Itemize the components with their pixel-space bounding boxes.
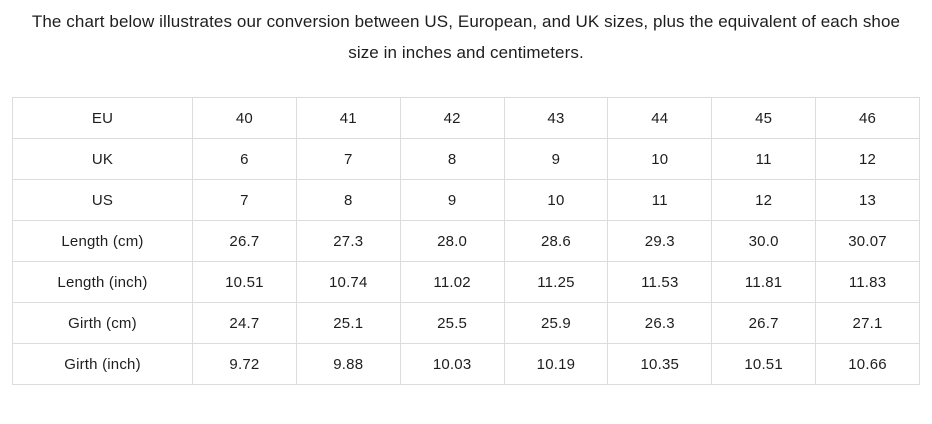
table-cell: 10.51 (192, 261, 297, 303)
table-cell: 28.0 (399, 220, 505, 262)
row-label: EU (12, 97, 193, 139)
table-row: Length (inch) 10.51 10.74 11.02 11.25 11.53 11… (12, 261, 920, 303)
table-cell: 27.1 (815, 302, 920, 344)
table-cell: 10.74 (295, 261, 401, 303)
table-cell: 41 (295, 97, 401, 139)
table-cell: 7 (295, 138, 401, 180)
table-cell: 25.1 (295, 302, 401, 344)
table-cell: 45 (711, 97, 817, 139)
table-cell: 9.88 (295, 343, 401, 385)
table-cell: 10.51 (711, 343, 817, 385)
table-cell: 46 (815, 97, 920, 139)
table-cell: 26.3 (607, 302, 713, 344)
table-cell: 26.7 (711, 302, 817, 344)
table-row: UK 6 7 8 9 10 11 12 (12, 138, 920, 180)
table-cell: 12 (711, 179, 817, 221)
table-cell: 30.0 (711, 220, 817, 262)
table-cell: 43 (503, 97, 609, 139)
row-label: Length (cm) (12, 220, 193, 262)
table-cell: 26.7 (192, 220, 297, 262)
size-conversion-table: EU 40 41 42 43 44 45 46 UK 6 7 8 9 10 11 12 US 7 8 9 10 11 12 1… (12, 97, 920, 385)
row-label: UK (12, 138, 193, 180)
size-table-body: EU 40 41 42 43 44 45 46 UK 6 7 8 9 10 11 12 US 7 8 9 10 11 12 1… (12, 97, 920, 385)
table-cell: 10.19 (503, 343, 609, 385)
table-cell: 25.5 (399, 302, 505, 344)
table-cell: 11 (607, 179, 713, 221)
table-cell: 10.35 (607, 343, 713, 385)
page-title: The chart below illustrates our conversi… (31, 12, 901, 62)
row-label: US (12, 179, 193, 221)
table-cell: 7 (192, 179, 297, 221)
table-cell: 10.66 (815, 343, 920, 385)
table-cell: 11.83 (815, 261, 920, 303)
table-cell: 9.72 (192, 343, 297, 385)
table-cell: 12 (815, 138, 920, 180)
table-cell: 30.07 (815, 220, 920, 262)
table-row: EU 40 41 42 43 44 45 46 (12, 97, 920, 139)
table-cell: 8 (295, 179, 401, 221)
table-cell: 44 (607, 97, 713, 139)
table-cell: 29.3 (607, 220, 713, 262)
table-cell: 25.9 (503, 302, 609, 344)
table-cell: 11.25 (503, 261, 609, 303)
row-label: Length (inch) (12, 261, 193, 303)
table-row: Girth (inch) 9.72 9.88 10.03 10.19 10.35 10.51… (12, 343, 920, 385)
table-cell: 27.3 (295, 220, 401, 262)
table-cell: 10.03 (399, 343, 505, 385)
table-cell: 10 (503, 179, 609, 221)
table-cell: 42 (399, 97, 505, 139)
table-cell: 11.81 (711, 261, 817, 303)
table-cell: 40 (192, 97, 297, 139)
row-label: Girth (cm) (12, 302, 193, 344)
table-row: US 7 8 9 10 11 12 13 (12, 179, 920, 221)
table-row: Girth (cm) 24.7 25.1 25.5 25.9 26.3 26.7 27.1 (12, 302, 920, 344)
table-cell: 11.02 (399, 261, 505, 303)
table-cell: 28.6 (503, 220, 609, 262)
table-cell: 9 (399, 179, 505, 221)
table-row: Length (cm) 26.7 27.3 28.0 28.6 29.3 30.0 30.07 (12, 220, 920, 262)
table-cell: 8 (399, 138, 505, 180)
table-cell: 9 (503, 138, 609, 180)
table-cell: 11.53 (607, 261, 713, 303)
table-cell: 13 (815, 179, 920, 221)
table-cell: 10 (607, 138, 713, 180)
table-cell: 24.7 (192, 302, 297, 344)
row-label: Girth (inch) (12, 343, 193, 385)
table-cell: 6 (192, 138, 297, 180)
table-cell: 11 (711, 138, 817, 180)
